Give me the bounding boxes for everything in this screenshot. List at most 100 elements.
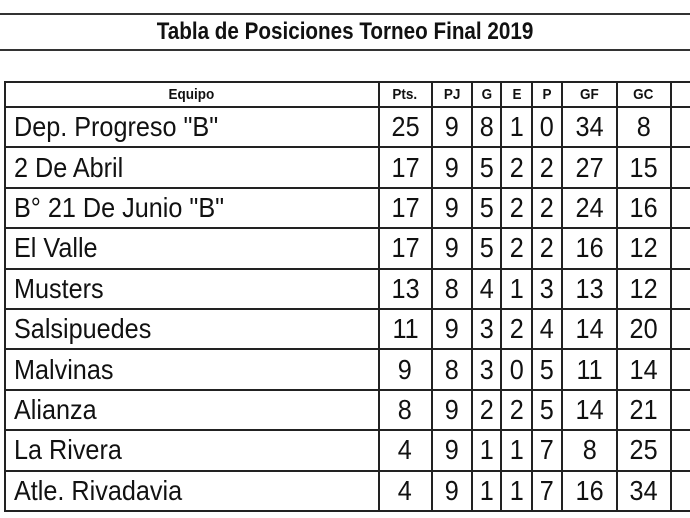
cell-equipo: El Valle	[4, 227, 380, 270]
stat-value: 2	[509, 151, 524, 183]
team-name: El Valle	[14, 232, 98, 264]
cell-pts: 25	[377, 105, 433, 149]
cell-pj: 9	[430, 227, 473, 270]
table-row: Dep. Progreso "B" 25 9 8 1 0 34 8	[4, 105, 690, 149]
cell-gf: 13	[561, 267, 618, 310]
stat-value: 5	[479, 191, 494, 223]
header-label: G	[481, 86, 492, 103]
cell-g: 5	[471, 146, 503, 189]
stat-value: 9	[444, 434, 459, 466]
stat-value: 15	[629, 151, 658, 183]
header-equipo: Equipo	[4, 81, 380, 108]
stat-value: 17	[391, 191, 420, 223]
table-row: El Valle 17 9 5 2 2 16 12	[4, 227, 690, 270]
cell-pj: 9	[430, 429, 473, 472]
team-name: La Rivera	[14, 434, 122, 466]
stat-value: 34	[575, 111, 604, 143]
cell-e: 1	[500, 105, 533, 149]
extra-column	[669, 388, 690, 432]
cell-p: 2	[530, 146, 564, 189]
extra-column	[669, 429, 690, 472]
stat-value: 9	[444, 191, 459, 223]
title-band: Tabla de Posiciones Torneo Final 2019	[0, 13, 690, 51]
cell-equipo: Dep. Progreso "B"	[4, 105, 380, 149]
cell-p: 3	[530, 267, 564, 310]
cell-pj: 9	[430, 307, 473, 351]
cell-pts: 8	[377, 388, 433, 432]
cell-gf: 16	[561, 469, 618, 512]
cell-g: 8	[471, 105, 503, 149]
stat-value: 8	[636, 111, 651, 143]
stat-value: 8	[582, 434, 597, 466]
cell-g: 3	[471, 307, 503, 351]
stat-value: 3	[540, 272, 555, 304]
cell-e: 0	[500, 348, 533, 391]
stat-value: 4	[398, 474, 413, 506]
cell-pj: 9	[430, 105, 473, 149]
cell-equipo: Musters	[4, 267, 380, 310]
stat-value: 8	[444, 353, 459, 385]
extra-column	[669, 186, 690, 230]
cell-p: 5	[530, 348, 564, 391]
cell-e: 2	[500, 146, 533, 189]
stat-value: 2	[540, 191, 555, 223]
cell-e: 2	[500, 388, 533, 432]
stat-value: 3	[479, 313, 494, 345]
stat-value: 9	[444, 151, 459, 183]
header-label: Pts.	[392, 86, 418, 103]
team-name: Malvinas	[14, 353, 114, 385]
cell-gf: 14	[561, 307, 618, 351]
table-row: Musters 13 8 4 1 3 13 12	[4, 267, 690, 310]
stat-value: 20	[629, 313, 658, 345]
stat-value: 2	[540, 232, 555, 264]
stat-value: 2	[540, 151, 555, 183]
cell-pj: 8	[430, 348, 473, 391]
stat-value: 7	[540, 474, 555, 506]
cell-equipo: Alianza	[4, 388, 380, 432]
stat-value: 16	[629, 191, 658, 223]
cell-gf: 34	[561, 105, 618, 149]
stat-value: 11	[392, 313, 419, 345]
cell-pts: 13	[377, 267, 433, 310]
cell-g: 4	[471, 267, 503, 310]
cell-p: 7	[530, 429, 564, 472]
stat-value: 1	[479, 434, 494, 466]
stat-value: 9	[444, 313, 459, 345]
cell-g: 1	[471, 469, 503, 512]
header-pts: Pts.	[377, 81, 433, 108]
stat-value: 13	[391, 272, 420, 304]
cell-gf: 11	[561, 348, 618, 391]
stat-value: 12	[629, 232, 658, 264]
cell-e: 2	[500, 307, 533, 351]
cell-equipo: Salsipuedes	[4, 307, 380, 351]
extra-column	[669, 348, 690, 391]
team-name: B° 21 De Junio "B"	[14, 191, 225, 223]
stat-value: 1	[509, 434, 524, 466]
stat-value: 27	[575, 151, 604, 183]
cell-gc: 12	[615, 227, 672, 270]
header-gf: GF	[561, 81, 618, 108]
cell-e: 1	[500, 469, 533, 512]
header-label: P	[542, 86, 552, 103]
cell-p: 0	[530, 105, 564, 149]
cell-pts: 11	[377, 307, 433, 351]
stat-value: 17	[391, 232, 420, 264]
stat-value: 14	[575, 313, 604, 345]
stat-value: 2	[509, 393, 524, 425]
stat-value: 5	[479, 232, 494, 264]
cell-gf: 16	[561, 227, 618, 270]
extra-column	[669, 105, 690, 149]
cell-equipo: 2 De Abril	[4, 146, 380, 189]
cell-gc: 8	[615, 105, 672, 149]
header-e: E	[500, 81, 533, 108]
header-label: GC	[633, 86, 654, 103]
stat-value: 7	[540, 434, 555, 466]
cell-p: 7	[530, 469, 564, 512]
cell-pts: 9	[377, 348, 433, 391]
stat-value: 9	[444, 232, 459, 264]
cell-pts: 17	[377, 186, 433, 230]
header-g: G	[471, 81, 503, 108]
table-row: 2 De Abril 17 9 5 2 2 27 15	[4, 146, 690, 189]
cell-gc: 20	[615, 307, 672, 351]
cell-g: 5	[471, 186, 503, 230]
